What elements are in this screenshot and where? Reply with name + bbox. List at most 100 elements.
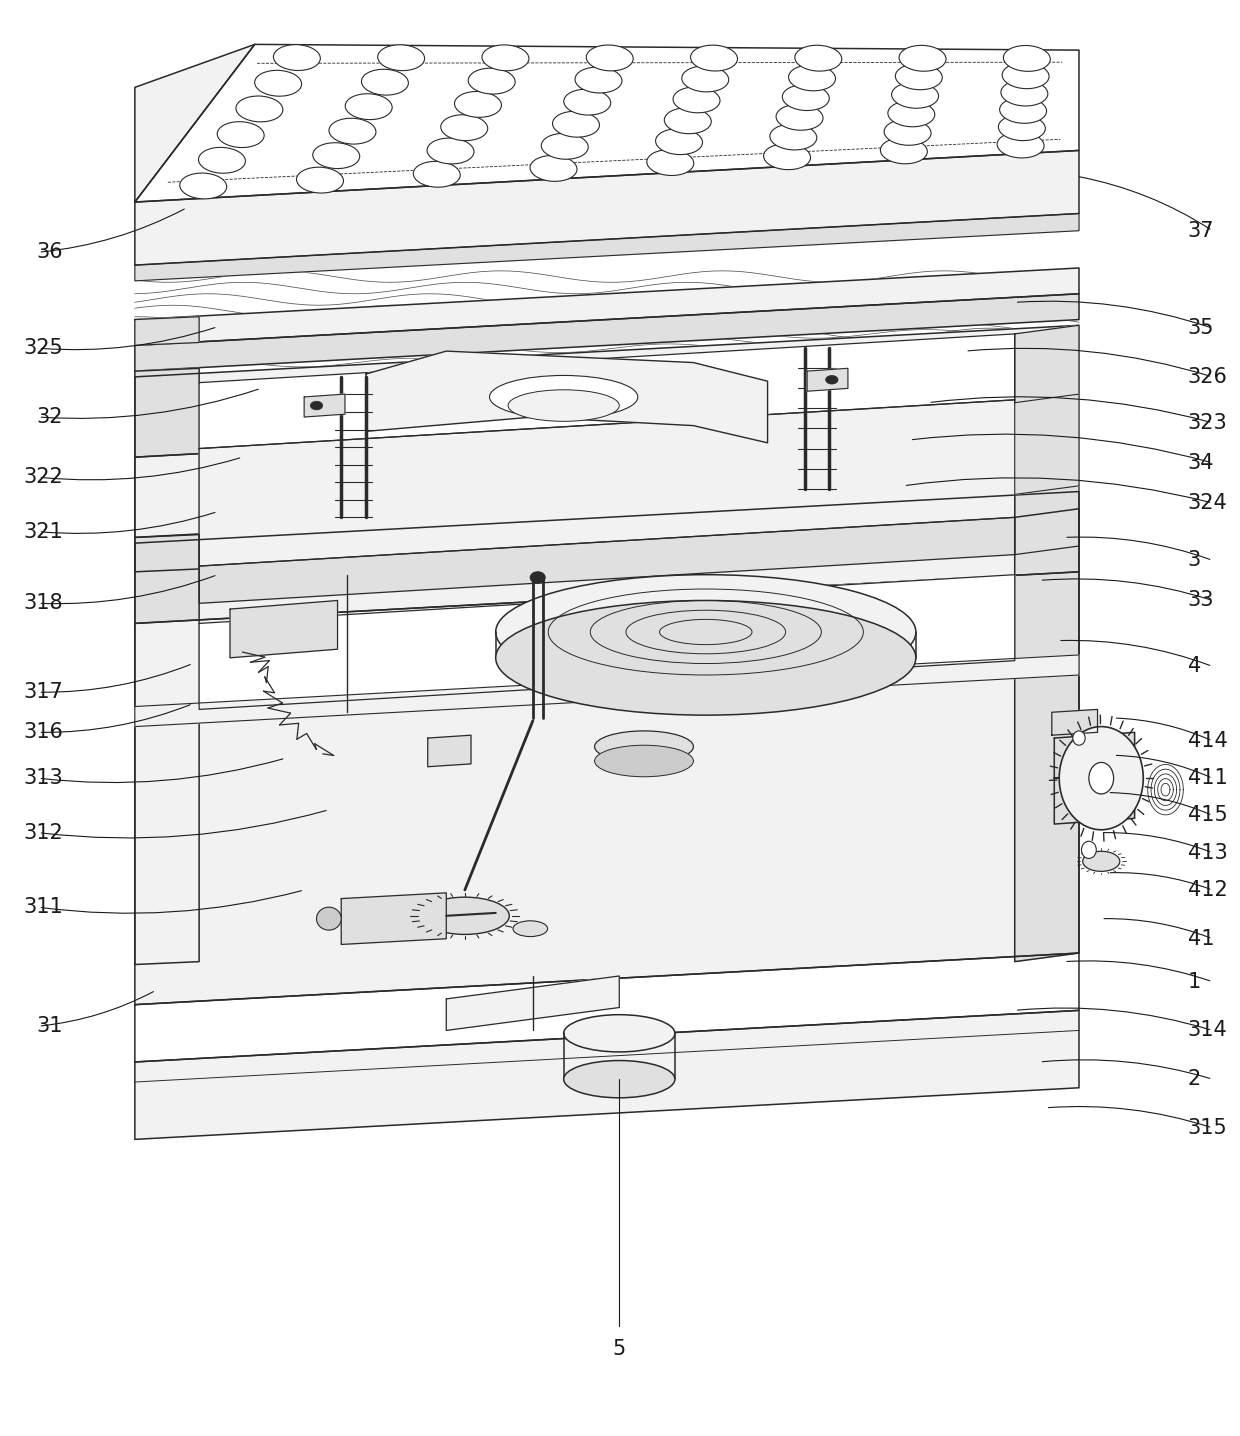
Polygon shape xyxy=(807,368,848,391)
Text: 413: 413 xyxy=(1188,843,1228,863)
Ellipse shape xyxy=(594,731,693,763)
Polygon shape xyxy=(1014,326,1079,554)
Ellipse shape xyxy=(776,105,823,131)
Polygon shape xyxy=(135,534,200,965)
Ellipse shape xyxy=(469,67,515,93)
Text: 326: 326 xyxy=(1188,366,1228,386)
Text: 37: 37 xyxy=(1188,221,1214,241)
Text: 414: 414 xyxy=(1188,731,1228,751)
Text: 325: 325 xyxy=(24,339,63,358)
Ellipse shape xyxy=(440,115,487,141)
Polygon shape xyxy=(135,572,1079,1005)
Polygon shape xyxy=(200,517,1014,603)
Ellipse shape xyxy=(895,63,942,89)
Ellipse shape xyxy=(647,149,693,175)
Polygon shape xyxy=(229,600,337,658)
Polygon shape xyxy=(304,393,345,416)
Ellipse shape xyxy=(361,69,408,95)
Polygon shape xyxy=(1014,508,1079,962)
Polygon shape xyxy=(1052,709,1097,735)
Polygon shape xyxy=(135,368,200,572)
Ellipse shape xyxy=(1083,852,1120,872)
Ellipse shape xyxy=(490,375,637,418)
Ellipse shape xyxy=(273,45,320,70)
Ellipse shape xyxy=(529,155,577,181)
Ellipse shape xyxy=(594,745,693,777)
Ellipse shape xyxy=(513,920,548,936)
Text: 41: 41 xyxy=(1188,929,1214,949)
Ellipse shape xyxy=(665,108,712,134)
Ellipse shape xyxy=(553,112,599,138)
Ellipse shape xyxy=(496,574,916,689)
Text: 324: 324 xyxy=(1188,493,1228,513)
Polygon shape xyxy=(135,45,1079,202)
Text: 36: 36 xyxy=(36,243,63,263)
Ellipse shape xyxy=(312,142,360,168)
Polygon shape xyxy=(341,893,446,945)
Ellipse shape xyxy=(1059,727,1143,830)
Ellipse shape xyxy=(880,138,928,164)
Text: 316: 316 xyxy=(24,722,63,742)
Text: 34: 34 xyxy=(1188,452,1214,472)
Text: 33: 33 xyxy=(1188,590,1214,610)
Ellipse shape xyxy=(316,908,341,931)
Text: 3: 3 xyxy=(1188,550,1202,570)
Ellipse shape xyxy=(427,138,474,164)
Ellipse shape xyxy=(236,96,283,122)
Text: 2: 2 xyxy=(1188,1070,1202,1088)
Text: 415: 415 xyxy=(1188,806,1228,826)
Ellipse shape xyxy=(254,70,301,96)
Ellipse shape xyxy=(310,401,322,409)
Text: 412: 412 xyxy=(1188,880,1228,900)
Polygon shape xyxy=(446,976,619,1031)
Ellipse shape xyxy=(329,118,376,144)
Ellipse shape xyxy=(770,123,817,149)
Text: 317: 317 xyxy=(24,682,63,702)
Polygon shape xyxy=(200,335,1014,448)
Text: 322: 322 xyxy=(24,467,63,487)
Polygon shape xyxy=(135,1011,1079,1139)
Text: 31: 31 xyxy=(37,1017,63,1037)
Text: 35: 35 xyxy=(1188,319,1214,337)
Text: 321: 321 xyxy=(24,521,63,541)
Polygon shape xyxy=(135,326,1079,457)
Ellipse shape xyxy=(789,65,836,90)
Polygon shape xyxy=(135,317,200,346)
Polygon shape xyxy=(135,954,1079,1063)
Ellipse shape xyxy=(682,66,729,92)
Ellipse shape xyxy=(899,46,946,72)
Ellipse shape xyxy=(420,898,510,935)
Polygon shape xyxy=(1014,393,1079,494)
Ellipse shape xyxy=(998,115,1045,141)
Ellipse shape xyxy=(1003,46,1050,72)
Ellipse shape xyxy=(999,98,1047,123)
Ellipse shape xyxy=(1001,80,1048,106)
Ellipse shape xyxy=(564,1061,675,1097)
Ellipse shape xyxy=(892,82,939,108)
Text: 411: 411 xyxy=(1188,768,1228,788)
Polygon shape xyxy=(135,294,1079,370)
Ellipse shape xyxy=(1081,841,1096,859)
Ellipse shape xyxy=(826,375,838,383)
Ellipse shape xyxy=(413,161,460,187)
Polygon shape xyxy=(135,655,1079,727)
Ellipse shape xyxy=(345,93,392,119)
Ellipse shape xyxy=(296,167,343,192)
Ellipse shape xyxy=(564,89,611,115)
Text: 315: 315 xyxy=(1188,1117,1228,1137)
Polygon shape xyxy=(135,491,1079,623)
Polygon shape xyxy=(200,399,1014,566)
Ellipse shape xyxy=(542,134,588,159)
Polygon shape xyxy=(135,269,1079,346)
Ellipse shape xyxy=(482,45,529,70)
Ellipse shape xyxy=(764,144,811,169)
Polygon shape xyxy=(200,574,1014,709)
Ellipse shape xyxy=(496,600,916,715)
Ellipse shape xyxy=(997,132,1044,158)
Ellipse shape xyxy=(198,148,246,174)
Ellipse shape xyxy=(673,88,720,113)
Ellipse shape xyxy=(1089,763,1114,794)
Polygon shape xyxy=(428,735,471,767)
Text: 32: 32 xyxy=(37,406,63,426)
Ellipse shape xyxy=(656,129,703,155)
